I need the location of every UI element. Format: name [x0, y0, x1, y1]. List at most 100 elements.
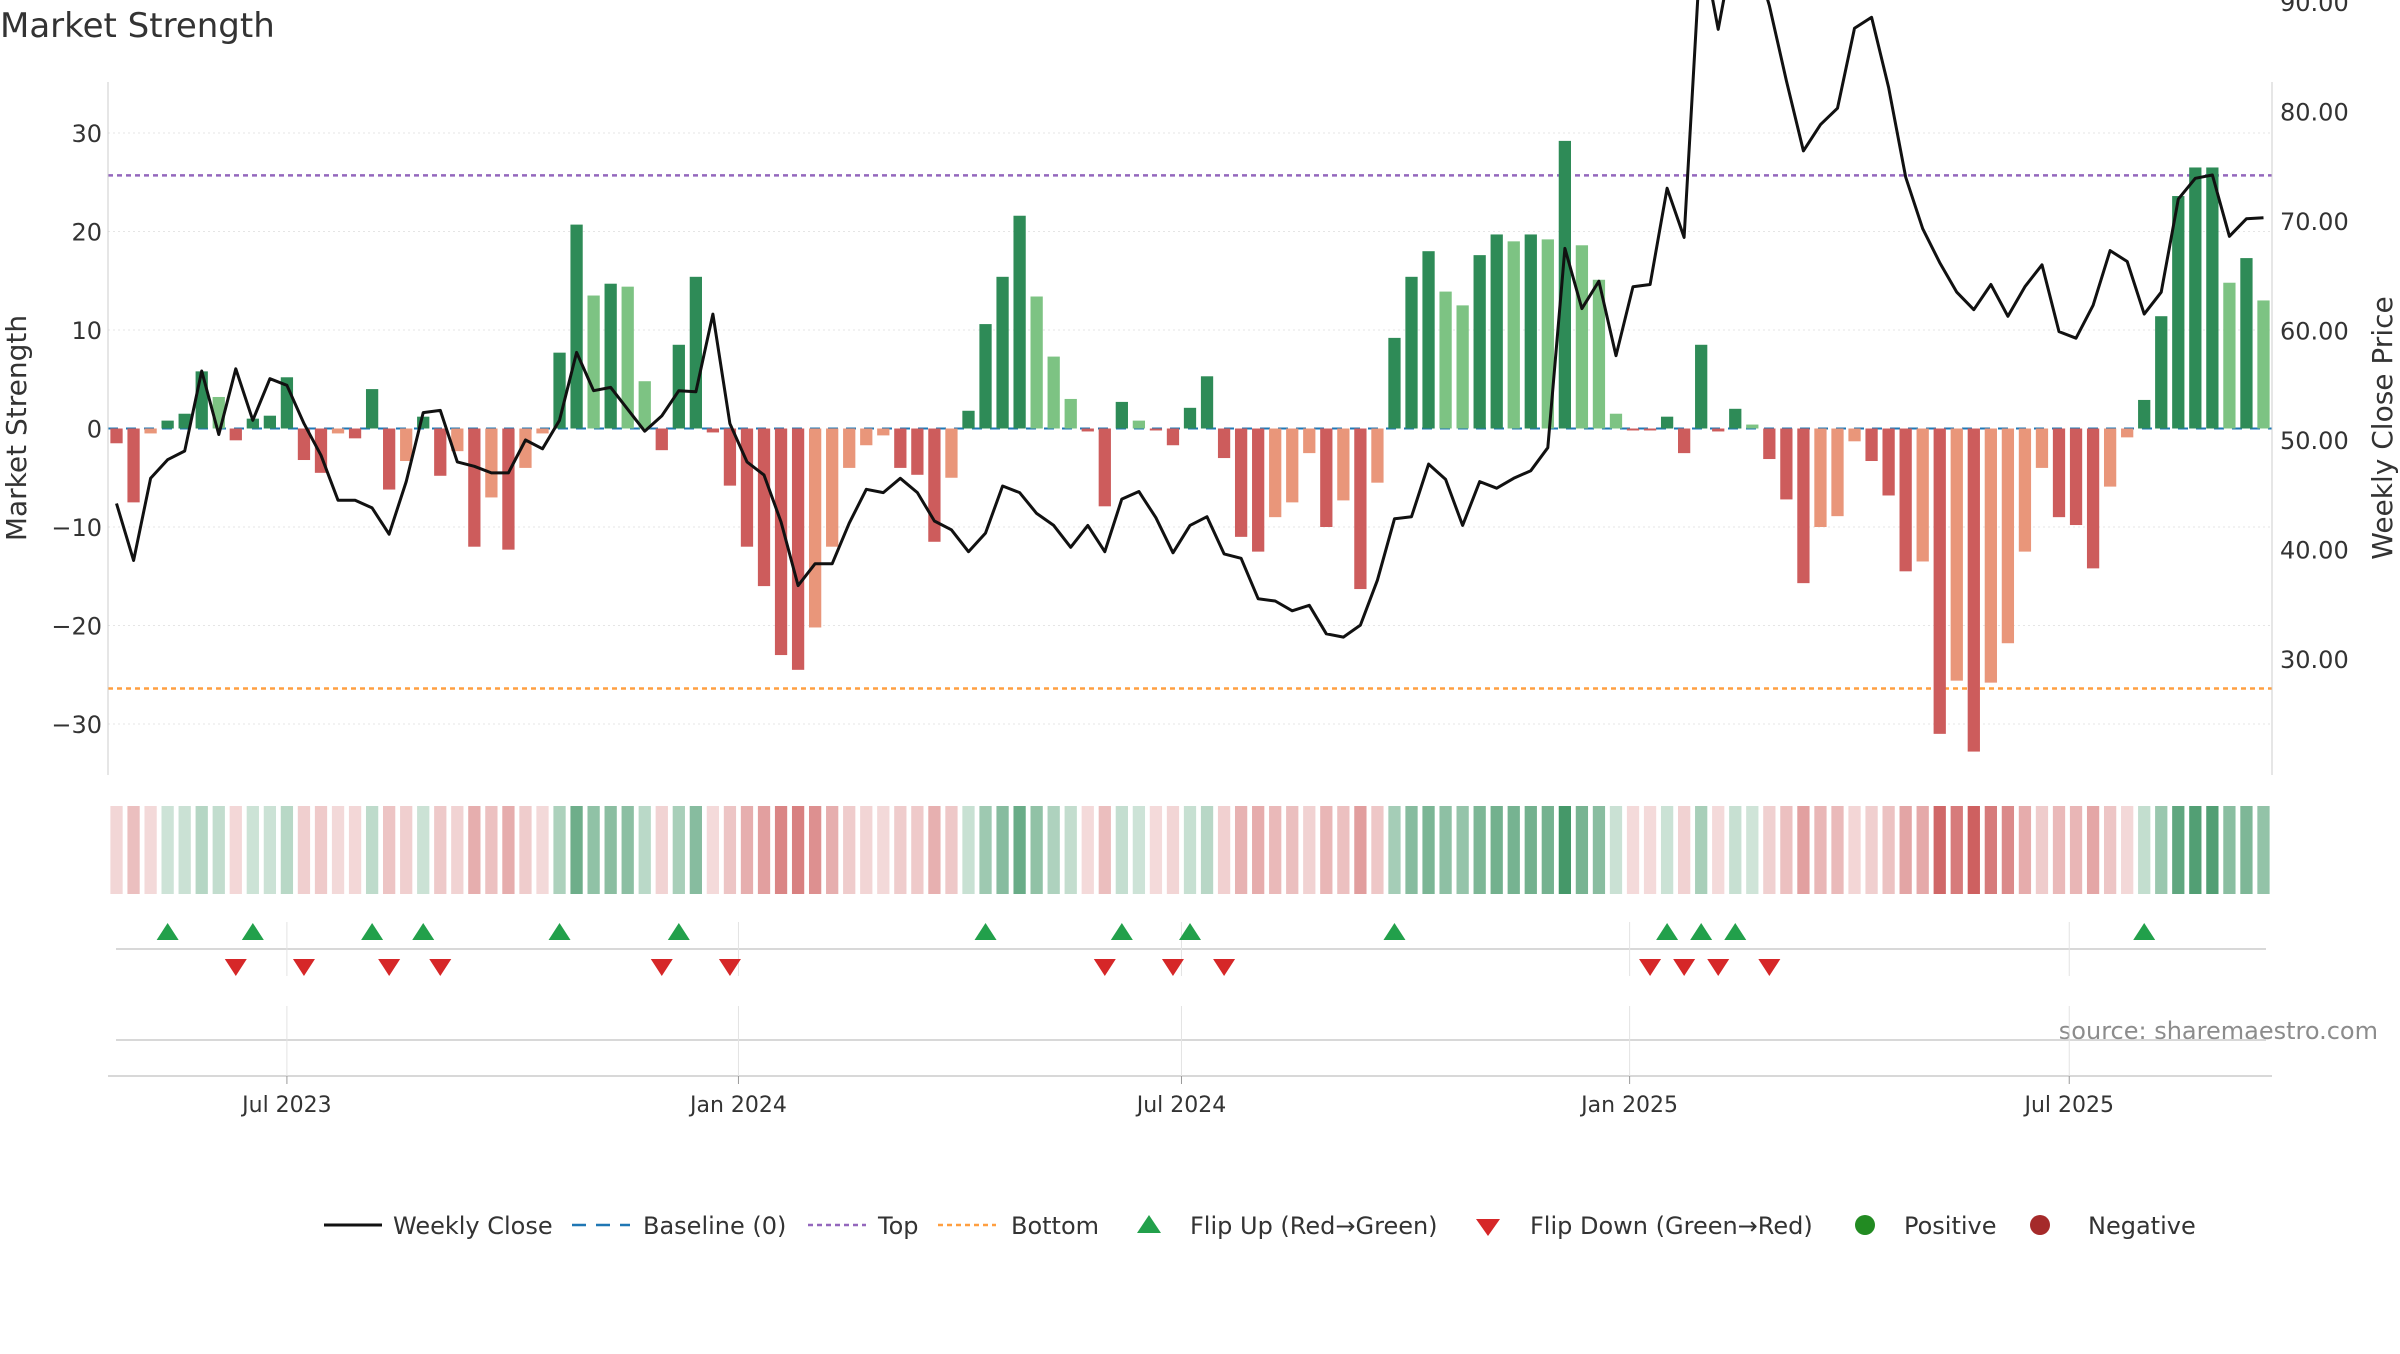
heat-cell	[979, 806, 992, 894]
strength-bar	[1916, 428, 1929, 562]
flip-up-marker	[1724, 923, 1747, 940]
x-tick-label: Jul 2023	[240, 1093, 332, 1118]
heat-cell	[263, 806, 277, 894]
y2-tick-label: 80.00	[2280, 99, 2349, 127]
heat-cell	[638, 806, 651, 894]
strength-bar	[1013, 215, 1026, 429]
strength-bar	[1592, 279, 1606, 429]
heat-cell	[1984, 806, 1997, 894]
heat-cell	[1933, 806, 1946, 894]
heat-cell	[1797, 806, 1810, 894]
strength-bar	[519, 428, 532, 468]
strength-bar	[570, 224, 583, 429]
heat-cell	[1763, 806, 1776, 894]
strength-bar	[502, 428, 515, 550]
y-axis: −30 −20 −10 0 10 20 30	[51, 82, 109, 775]
strength-bar	[2257, 300, 2270, 429]
strength-bar	[1371, 428, 1384, 483]
heat-cell	[1507, 806, 1520, 894]
heat-cell	[621, 806, 634, 894]
heat-cell	[280, 806, 294, 894]
flip-up-marker	[1383, 923, 1406, 940]
strength-bar	[2069, 428, 2083, 526]
heat-cell	[1524, 806, 1537, 894]
strength-heat-strip	[110, 806, 2270, 894]
strength-bar	[144, 428, 157, 434]
strength-bar	[1797, 428, 1810, 584]
heat-cell	[485, 806, 498, 894]
strength-bar	[1047, 356, 1060, 429]
y-tick-label: 0	[87, 416, 102, 444]
heat-cell	[1814, 806, 1827, 894]
flip-down-marker	[1707, 959, 1730, 976]
heat-cell	[1388, 806, 1401, 894]
heat-cell	[1439, 806, 1452, 894]
heat-cell	[331, 806, 345, 894]
y2-tick-label: 70.00	[2280, 208, 2349, 236]
strength-bar	[774, 428, 788, 656]
heat-cell	[894, 806, 907, 894]
heat-cell	[1678, 806, 1691, 894]
strength-bar	[587, 295, 600, 429]
heat-cell	[2240, 806, 2253, 894]
strength-bar	[877, 428, 890, 436]
flip-down-marker	[1093, 959, 1116, 976]
heat-cell	[348, 806, 362, 894]
heat-cell	[587, 806, 600, 894]
strength-bar	[2189, 167, 2202, 429]
flip-up-marker	[1656, 923, 1679, 940]
heat-cell	[195, 806, 208, 894]
legend-flip-down-swatch	[1476, 1219, 1500, 1236]
flip-down-marker	[718, 959, 741, 976]
heat-cell	[1047, 806, 1060, 894]
heat-cell	[1541, 806, 1554, 894]
strength-bar	[451, 428, 464, 452]
flip-up-marker	[1690, 923, 1713, 940]
strength-bar	[1183, 407, 1197, 429]
strength-bar	[826, 428, 839, 547]
strength-bar	[1524, 234, 1537, 429]
x-tick-label: Jan 2024	[688, 1093, 787, 1118]
reference-lines	[108, 174, 2272, 690]
strength-bar	[2052, 428, 2066, 518]
heat-cell	[1950, 806, 1963, 894]
flip-down-marker	[1213, 959, 1236, 976]
strength-bar	[945, 428, 958, 478]
heat-cell	[1882, 806, 1895, 894]
flip-up-marker	[412, 923, 435, 940]
strength-bar	[1200, 376, 1214, 429]
heat-cell	[1831, 806, 1844, 894]
heat-cell	[1354, 806, 1367, 894]
flip-up-marker	[156, 923, 179, 940]
y2-axis: 30.00 40.00 50.00 60.00 70.00 80.00 90.00	[2271, 0, 2349, 775]
heat-cell	[1456, 806, 1469, 894]
legend-label: Flip Down (Green→Red)	[1530, 1212, 1813, 1240]
heat-cell	[2206, 806, 2219, 894]
heat-cell	[843, 806, 856, 894]
flip-down-marker	[1161, 959, 1184, 976]
strength-bar	[706, 428, 720, 433]
heat-cell	[1899, 806, 1912, 894]
heat-cell	[1660, 806, 1674, 894]
y-tick-label: 20	[71, 219, 102, 247]
strength-bar	[1081, 428, 1094, 432]
strength-bar	[1865, 428, 1878, 462]
strength-bar	[297, 428, 311, 461]
heat-cell	[519, 806, 532, 894]
flip-up-marker	[1110, 923, 1133, 940]
legend-label: Top	[877, 1212, 919, 1240]
heat-cell	[417, 806, 430, 894]
strength-bar	[2172, 196, 2185, 429]
heat-cell	[2018, 806, 2032, 894]
strength-bars	[110, 140, 2270, 752]
heat-cell	[246, 806, 259, 894]
strength-bar	[1490, 234, 1503, 429]
strength-bar	[1848, 428, 1861, 442]
flip-down-marker	[1639, 959, 1662, 976]
strength-bar	[178, 413, 191, 429]
legend-flip-up-swatch	[1137, 1215, 1161, 1233]
heat-cell	[774, 806, 788, 894]
heat-cell	[1286, 806, 1299, 894]
